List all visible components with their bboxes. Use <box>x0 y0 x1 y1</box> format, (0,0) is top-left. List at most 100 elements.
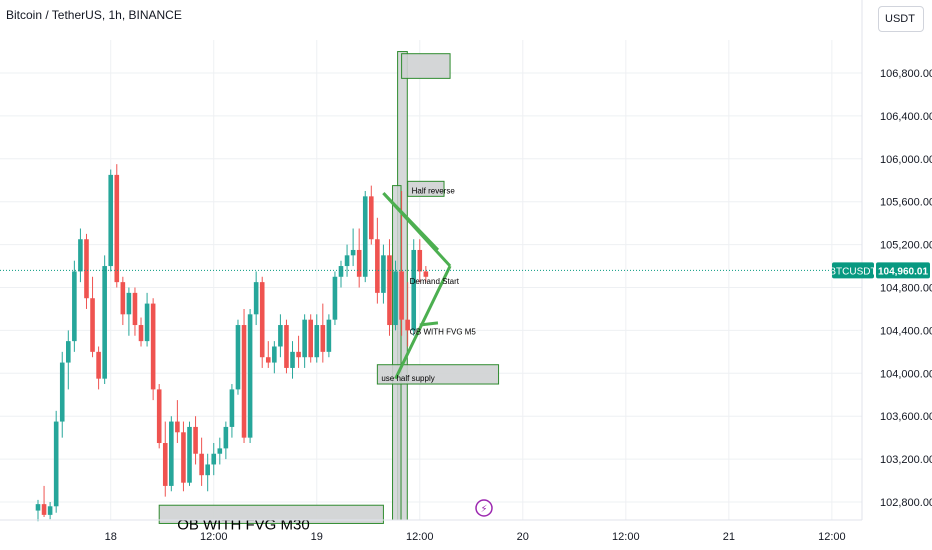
candle-body <box>126 292 132 315</box>
candle-body <box>138 325 144 342</box>
candle-body <box>114 174 120 283</box>
y-tick-label: 102,800.00 <box>880 497 932 509</box>
candle-body <box>423 271 429 277</box>
candle-body <box>332 276 338 320</box>
candle-body <box>78 239 83 272</box>
zone-label: OB WITH FVG M30 <box>177 516 310 533</box>
x-tick-label: 20 <box>517 531 529 543</box>
candle-body <box>356 249 362 277</box>
candle-body <box>187 426 192 483</box>
annotation-label: Demand Start <box>410 277 460 286</box>
candle-body <box>314 325 320 358</box>
lightning-logo-icon <box>475 499 493 517</box>
candle-body <box>84 239 89 299</box>
candle-body <box>278 325 283 347</box>
candle-body <box>211 453 217 465</box>
candle-body <box>229 389 235 427</box>
zone-box <box>376 364 500 385</box>
y-tick-label: 104,400.00 <box>880 325 932 337</box>
zone-box <box>407 180 445 197</box>
zone-box <box>401 53 451 79</box>
candle-body <box>265 357 271 363</box>
y-tick-label: 104,800.00 <box>880 283 932 295</box>
zone-label: Half reverse <box>412 186 456 195</box>
candle-body <box>326 319 332 352</box>
x-tick-label: 12:00 <box>200 531 228 543</box>
candle-body <box>235 325 241 390</box>
candle-body <box>217 448 223 454</box>
candle-body <box>369 196 374 240</box>
candle-body <box>53 421 59 507</box>
candle-body <box>375 239 380 293</box>
symbol-badge-label: BTCUSDT <box>829 266 876 277</box>
currency-selector[interactable]: USDT <box>878 6 924 32</box>
vertical-zone <box>392 185 402 521</box>
candle-body <box>344 255 350 267</box>
candle-body <box>193 426 198 454</box>
candle-body <box>199 453 204 476</box>
trend-line <box>382 192 440 252</box>
candle-body <box>350 249 356 256</box>
candle-body <box>296 351 301 358</box>
zone-box <box>158 504 384 524</box>
candle-body <box>253 282 259 315</box>
candle-body <box>35 504 41 511</box>
y-tick-label: 105,600.00 <box>880 197 932 209</box>
current-price-badge <box>876 262 930 279</box>
candle-body <box>169 421 174 486</box>
candle-body <box>120 282 126 315</box>
candle-body <box>66 341 71 363</box>
candle-body <box>302 319 307 358</box>
candle-body <box>175 421 180 433</box>
candle-body <box>96 351 101 379</box>
candle-body <box>338 266 344 277</box>
candle-body <box>132 292 138 326</box>
y-tick-label: 103,600.00 <box>880 411 932 423</box>
candle-body <box>181 432 186 483</box>
x-tick-label: 12:00 <box>818 531 846 543</box>
candle-body <box>47 506 53 515</box>
candle-body <box>156 389 162 444</box>
candle-body <box>144 303 150 342</box>
x-tick-label: 12:00 <box>406 531 434 543</box>
candle-body <box>59 362 65 422</box>
candle-body <box>259 282 265 358</box>
x-tick-label: 19 <box>311 531 323 543</box>
current-price-label: 104,960.01 <box>878 266 928 277</box>
x-tick-label: 21 <box>723 531 735 543</box>
chart-title: Bitcoin / TetherUS, 1h, BINANCE <box>6 8 182 22</box>
candle-body <box>41 504 47 515</box>
candle-body <box>387 255 392 326</box>
candle-body <box>247 314 253 438</box>
y-tick-label: 104,000.00 <box>880 368 932 380</box>
zone-label: use half supply <box>381 374 434 383</box>
candle-body <box>417 249 423 272</box>
trend-lines <box>382 192 452 380</box>
candle-body <box>90 298 95 352</box>
candle-body <box>381 255 386 293</box>
candle-body <box>162 443 168 486</box>
candle-body <box>272 346 277 363</box>
trend-line <box>394 265 452 380</box>
candle-body <box>362 196 368 277</box>
candle-body <box>223 426 229 449</box>
y-tick-label: 103,200.00 <box>880 454 932 466</box>
annotation-labels: Half reverse Demand Start OB WITH FVG M5 us… <box>177 186 476 533</box>
y-tick-label: 105,200.00 <box>880 240 932 252</box>
candle-body <box>205 464 210 476</box>
candle-body <box>72 271 77 342</box>
candle-body <box>393 271 398 326</box>
y-tick-label: 106,000.00 <box>880 154 932 166</box>
candle-body <box>284 325 289 368</box>
annotation-label: OB WITH FVG M5 <box>410 327 477 336</box>
x-tick-label: 18 <box>105 531 117 543</box>
candle-body <box>241 325 247 438</box>
candle-body <box>308 319 313 358</box>
candle-body <box>108 174 114 267</box>
candle-body <box>411 249 417 331</box>
lightning-glyph: ⚡ <box>480 504 487 515</box>
trend-line <box>419 321 439 327</box>
y-tick-label: 106,800.00 <box>880 68 932 80</box>
